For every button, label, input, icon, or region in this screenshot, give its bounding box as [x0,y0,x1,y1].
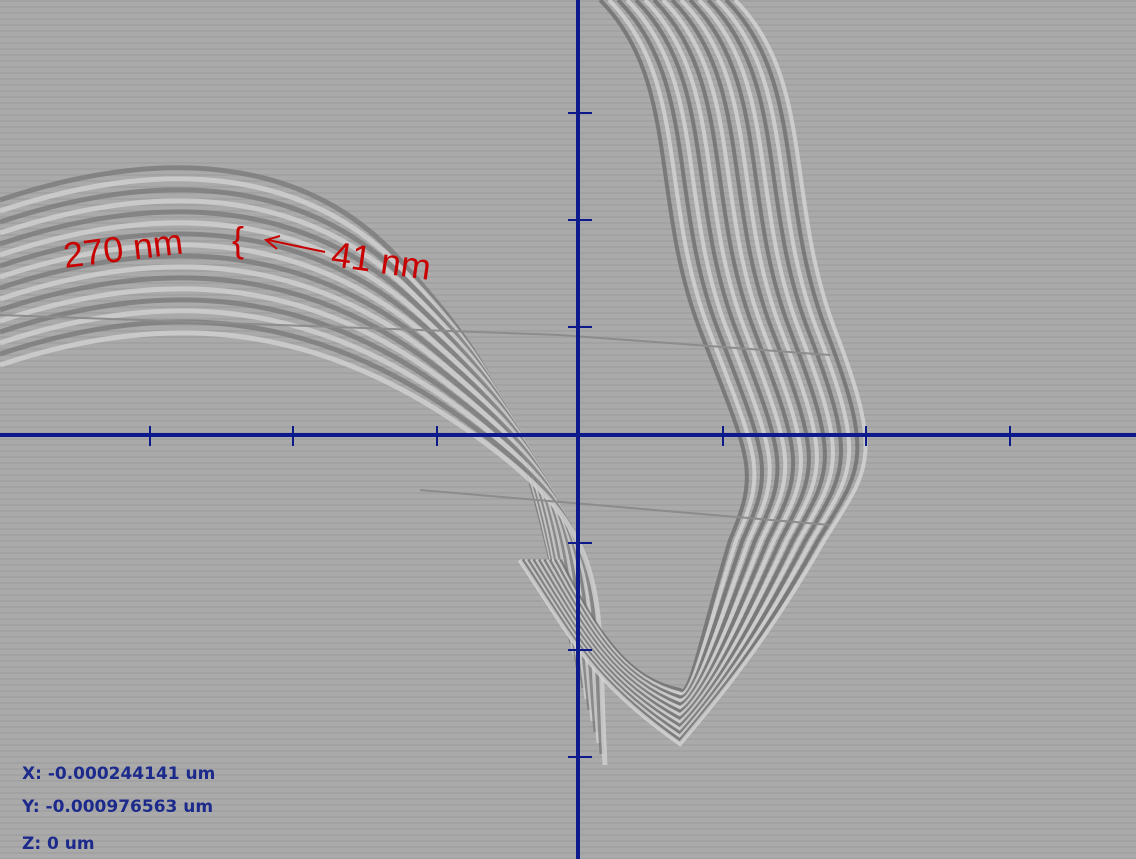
background [0,0,1136,859]
y-readout: Y: -0.000976563 um [21,797,213,817]
z-readout: Z: 0 um [22,834,95,854]
bracket: { [232,219,244,260]
page: 270 nm { 41 nm X: -0.000244141 um Y: -0.… [0,0,1136,859]
interferogram-view: 270 nm { 41 nm X: -0.000244141 um Y: -0.… [0,0,1136,859]
x-readout: X: -0.000244141 um [22,764,215,784]
